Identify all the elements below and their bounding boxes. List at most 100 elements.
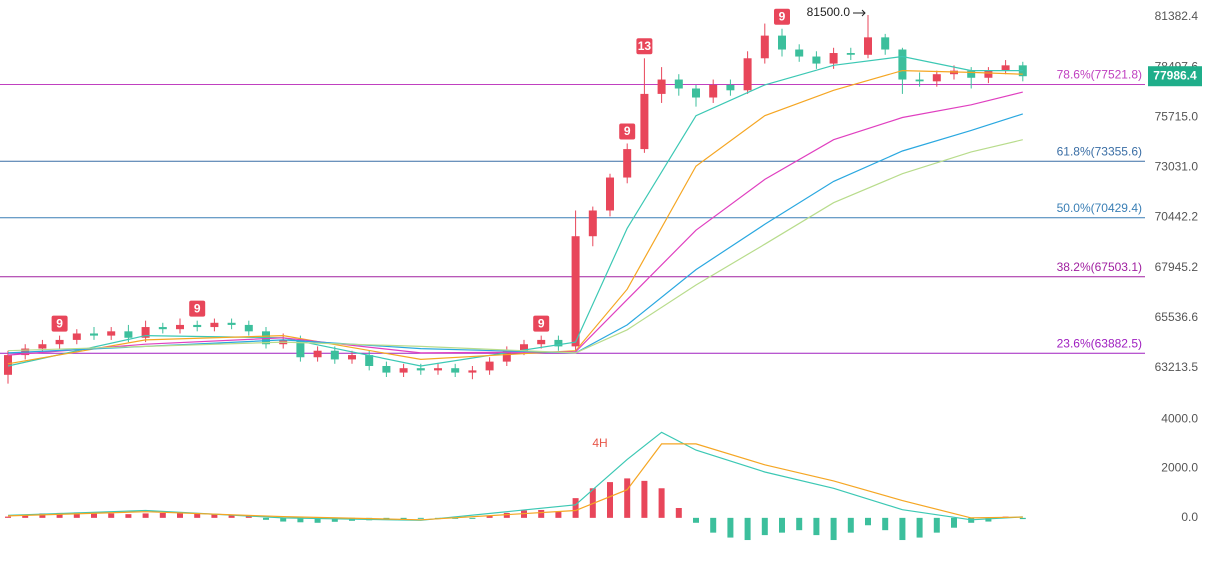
candle-body (330, 350, 339, 360)
timeframe-label: 4H (592, 436, 607, 450)
macd-bar (572, 498, 579, 518)
td-marker-label: 9 (779, 9, 786, 23)
macd-bar (314, 517, 321, 523)
macd-bar (693, 517, 699, 523)
td-marker (636, 38, 653, 55)
y-tick-label: 73031.0 (1155, 160, 1199, 174)
candle-body (72, 333, 81, 340)
high-arrow (853, 9, 866, 17)
y-tick-label: 0.0 (1181, 510, 1198, 524)
macd-bar (985, 517, 992, 522)
y-tick-label: 63213.5 (1155, 360, 1199, 374)
candle-body (176, 324, 184, 330)
candle-body (984, 70, 993, 78)
macd-bar (830, 517, 837, 541)
candle-body (107, 331, 116, 336)
candle-body (915, 79, 924, 82)
fib-label: 50.0%(70429.4) (1057, 201, 1142, 215)
macd-bar (503, 512, 510, 518)
candle-body (864, 37, 872, 55)
macd-bar (159, 512, 166, 518)
y-tick-label: 65536.6 (1155, 310, 1199, 324)
candle-body (812, 56, 821, 64)
macd-bar (727, 517, 734, 538)
candle-body (1001, 65, 1010, 71)
td-marker (51, 315, 68, 332)
macd-bar (951, 517, 957, 528)
candle-body (451, 368, 460, 373)
candle-body (571, 236, 580, 347)
td-marker (189, 300, 206, 317)
macd-bar (607, 482, 613, 518)
candle-body (709, 84, 718, 98)
macd-bar (452, 517, 459, 519)
macd-bar (245, 516, 252, 518)
candle-body (795, 49, 804, 57)
candle-body (158, 327, 167, 330)
td-marker-label: 9 (56, 316, 63, 330)
candle-body (743, 58, 752, 91)
macd-bar (211, 514, 218, 518)
candle-body (760, 35, 769, 59)
macd-bar (56, 512, 63, 518)
macd-bar (813, 517, 820, 536)
fib-label: 23.6%(63882.5) (1057, 336, 1142, 350)
td-marker (533, 315, 550, 332)
candle-body (588, 210, 597, 237)
candle-body (468, 370, 477, 373)
indicator-line (7, 139, 1023, 354)
macd-bar (624, 478, 631, 518)
macd-bar (142, 513, 149, 518)
td-marker (774, 8, 790, 25)
y-tick-label: 2000.0 (1161, 461, 1198, 475)
y-tick-label: 67945.2 (1155, 260, 1199, 274)
candle-body (623, 149, 632, 178)
macd-bar (194, 513, 201, 518)
macd-bar (91, 512, 97, 518)
candle-body (90, 333, 98, 336)
macd-bar (882, 517, 889, 531)
candle-body (657, 79, 666, 94)
candle-body (227, 322, 236, 325)
candle-body (416, 368, 425, 371)
candle-body (244, 324, 253, 332)
td-marker-label: 9 (538, 316, 545, 330)
indicator-line (7, 443, 1023, 521)
high-label: 81500.0 (807, 5, 851, 19)
indicator-line (7, 91, 1023, 356)
candle-body (38, 344, 47, 349)
candle-body (932, 74, 941, 82)
candle-body (434, 368, 442, 371)
indicator-line (7, 55, 1023, 367)
macd-bar (417, 517, 424, 519)
candle-body (55, 339, 64, 345)
macd-bar (125, 514, 132, 518)
td-marker-label: 13 (638, 39, 652, 53)
candle-body (124, 331, 133, 338)
macd-bar (280, 517, 287, 522)
candle-body (640, 93, 649, 150)
candle-body (726, 84, 735, 91)
candle-body (898, 49, 907, 80)
candle-body (502, 350, 511, 362)
candle-body (554, 339, 563, 347)
candle-body (348, 355, 356, 360)
macd-bar (744, 517, 751, 541)
y-tick-label: 75715.0 (1155, 109, 1199, 123)
candle-body (4, 355, 12, 375)
last-price-box (1148, 66, 1202, 87)
candle-body (399, 368, 408, 373)
candle-body (210, 322, 219, 328)
candle-body (537, 339, 546, 345)
macd-bar (865, 517, 871, 526)
td-marker-label: 9 (624, 124, 631, 138)
macd-bar (39, 513, 46, 518)
macd-bar (538, 509, 545, 518)
macd-bar (796, 517, 803, 531)
macd-bar (1019, 517, 1026, 520)
last-price-label: 77986.4 (1153, 68, 1197, 82)
macd-bar (779, 517, 785, 533)
candle-body (606, 177, 614, 211)
